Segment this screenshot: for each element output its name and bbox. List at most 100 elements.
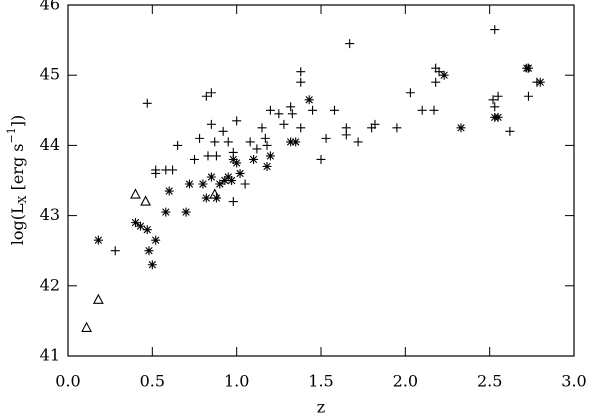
data-point [223, 137, 233, 147]
data-point [130, 188, 141, 199]
data-point [144, 246, 154, 256]
data-point [434, 67, 444, 77]
y-label-part: log(L [8, 203, 27, 245]
data-point [223, 172, 233, 182]
data-point [286, 102, 296, 112]
data-point [130, 218, 140, 228]
data-point [417, 105, 427, 115]
data-point [286, 137, 296, 147]
data-point [265, 105, 275, 115]
data-point [184, 179, 194, 189]
data-point [173, 140, 183, 150]
data-point [429, 105, 439, 115]
data-point [201, 91, 211, 101]
data-point [93, 235, 103, 245]
data-point [220, 176, 230, 185]
data-point [228, 197, 238, 207]
y-tick-label: 46 [40, 0, 60, 14]
data-point [164, 186, 174, 196]
data-point [493, 91, 503, 101]
x-tick-label: 2.5 [477, 372, 502, 391]
data-point [262, 140, 272, 150]
x-tick-label: 1.5 [308, 372, 333, 391]
x-tick-label: 0.5 [140, 372, 165, 391]
y-tick-label: 42 [40, 275, 60, 294]
data-point [252, 144, 262, 154]
data-point [140, 195, 152, 206]
data-point [296, 123, 306, 133]
y-label-part: ]) [8, 115, 27, 127]
data-point [209, 188, 221, 199]
x-tick-label: 0.0 [55, 372, 80, 391]
data-point [260, 133, 270, 143]
data-point [439, 70, 449, 80]
data-point [201, 193, 211, 203]
data-point [151, 235, 161, 245]
data-point [227, 176, 237, 185]
y-tick-label: 45 [40, 65, 60, 84]
y-tick-label: 43 [40, 205, 60, 224]
data-point [110, 246, 120, 256]
data-point [493, 112, 503, 122]
data-point [353, 137, 363, 147]
data-point [245, 137, 255, 147]
data-point [198, 179, 208, 189]
y-axis-label: log(LX [erg s−1]) [5, 115, 29, 245]
data-point [370, 119, 380, 129]
data-point [296, 77, 306, 87]
plot-frame [67, 4, 575, 357]
data-point [296, 67, 306, 77]
data-point [456, 123, 466, 133]
data-point [168, 165, 178, 175]
data-point [291, 137, 301, 147]
y-label-sup: −1 [5, 127, 18, 143]
data-point [232, 158, 242, 168]
data-point [147, 260, 157, 270]
data-point [81, 321, 92, 332]
data-point [308, 105, 318, 115]
data-point [490, 102, 500, 112]
data-point [142, 98, 152, 108]
data-point [523, 63, 533, 73]
data-point [181, 207, 191, 217]
data-point [190, 154, 199, 164]
data-point [287, 109, 297, 119]
y-label-part: [erg s [8, 144, 27, 196]
data-point [431, 77, 441, 87]
data-point [321, 133, 331, 143]
data-point [535, 77, 545, 87]
y-label-sub: X [16, 195, 29, 203]
data-point [206, 172, 216, 182]
data-point [195, 133, 205, 143]
data-point [92, 293, 104, 304]
data-point [304, 95, 314, 105]
data-point [523, 91, 533, 101]
x-tick-label: 3.0 [561, 372, 586, 391]
data-point [341, 123, 351, 133]
data-point [329, 105, 339, 115]
data-point [262, 161, 272, 171]
data-point [257, 123, 267, 133]
data-point [142, 225, 152, 235]
data-point [316, 154, 326, 164]
data-point [505, 126, 515, 136]
data-point [203, 151, 213, 161]
data-point [215, 179, 225, 189]
data-point [490, 25, 500, 35]
y-tick-label: 41 [40, 346, 60, 365]
data-point [345, 39, 355, 49]
x-tick-label: 2.0 [393, 372, 418, 391]
data-point [232, 116, 242, 126]
data-point [274, 109, 284, 119]
y-tick-label: 44 [40, 135, 60, 154]
data-point [218, 126, 228, 136]
data-point [151, 165, 161, 175]
data-point [235, 168, 245, 178]
data-point [265, 151, 275, 161]
data-point [279, 119, 289, 129]
data-point [210, 137, 220, 147]
data-point [136, 221, 146, 231]
data-point [206, 119, 216, 129]
data-point [206, 88, 216, 98]
